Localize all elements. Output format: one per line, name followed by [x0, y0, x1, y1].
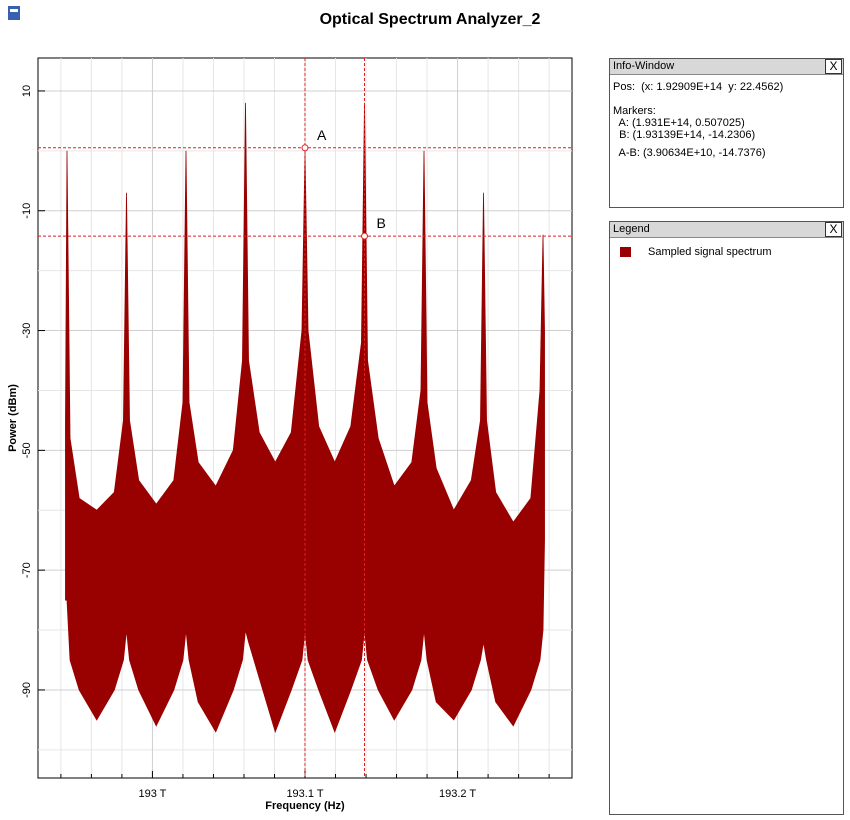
y-tick-label: -50: [21, 442, 33, 458]
app-icon: [8, 6, 20, 20]
y-tick-label: -10: [21, 203, 33, 219]
legend-item: Sampled signal spectrum: [610, 238, 843, 266]
x-tick-label: 193.1 T: [286, 788, 323, 800]
marker-line: A-B: (3.90634E+10, -14.7376): [613, 147, 766, 159]
info-content: Pos: (x: 1.92909E+14 y: 22.4562) Markers…: [610, 75, 843, 165]
marker-line: B: (1.93139E+14, -14.2306): [613, 129, 756, 141]
close-button[interactable]: X: [825, 59, 842, 74]
marker-lines: A: (1.931E+14, 0.507025) B: (1.93139E+14…: [613, 117, 840, 159]
app-icon-detail: [10, 9, 18, 12]
position: Pos: (x: 1.92909E+14 y: 22.4562): [613, 81, 784, 93]
close-button[interactable]: X: [825, 222, 842, 237]
x-axis-label: Frequency (Hz): [265, 800, 345, 812]
marker-point: [361, 232, 369, 240]
legend-header: Legend X: [610, 222, 843, 238]
y-axis-label: Power (dBm): [7, 384, 19, 452]
marker-line: A: (1.931E+14, 0.507025): [613, 117, 745, 129]
marker-label: B: [377, 215, 386, 231]
info-window-header: Info-Window X: [610, 59, 843, 75]
y-tick-label: 10: [21, 85, 33, 97]
y-tick-label: -90: [21, 682, 33, 698]
legend-title: Legend: [613, 223, 650, 235]
y-tick-label: -70: [21, 562, 33, 578]
y-tick-label: -30: [21, 323, 33, 339]
chart: Optical Spectrum Analyzer_2 Frequency (H…: [7, 6, 573, 812]
info-window: Info-Window X Pos: (x: 1.92909E+14 y: 22.…: [609, 58, 844, 208]
chart-title: Optical Spectrum Analyzer_2: [320, 11, 541, 28]
markers-heading: Markers:: [613, 105, 656, 117]
marker-point: [301, 144, 309, 152]
marker-label: A: [317, 127, 327, 143]
x-tick-label: 193 T: [138, 788, 166, 800]
legend-label: Sampled signal spectrum: [648, 246, 772, 258]
x-tick-label: 193.2 T: [439, 788, 476, 800]
legend-window: Legend X Sampled signal spectrum: [609, 221, 844, 815]
info-window-title: Info-Window: [613, 60, 675, 72]
legend-swatch: [620, 247, 631, 257]
spectrum-area: [65, 102, 545, 734]
